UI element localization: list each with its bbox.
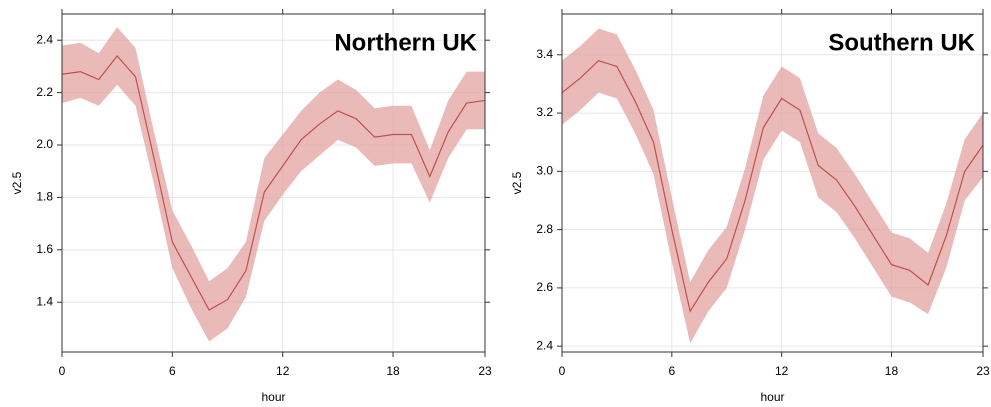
- y-tick-label: 3.0: [536, 164, 553, 178]
- x-tick-label: 12: [775, 364, 789, 378]
- x-tick-label: 0: [59, 364, 66, 378]
- chart-title: Southern UK: [828, 29, 975, 56]
- chart-title: Northern UK: [334, 29, 477, 56]
- x-tick-label: 23: [478, 364, 492, 378]
- x-axis-label: hour: [760, 390, 784, 404]
- plot-frame: [61, 13, 486, 353]
- y-tick-label: 2.0: [36, 137, 53, 151]
- x-tick-label: 12: [276, 364, 290, 378]
- y-axis-label: v2.5: [510, 171, 524, 194]
- confidence-band: [562, 28, 983, 344]
- x-tick-label: 6: [668, 364, 675, 378]
- confidence-band: [62, 27, 485, 342]
- x-axis-label: hour: [261, 390, 285, 404]
- y-tick-label: 1.8: [36, 190, 53, 204]
- y-tick-label: 2.2: [36, 85, 53, 99]
- mean-line: [61, 54, 486, 311]
- y-axis-label: v2.5: [10, 171, 24, 194]
- y-tick-label: 2.6: [536, 280, 553, 294]
- y-tick-label: 2.8: [536, 222, 553, 236]
- x-tick-label: 23: [976, 364, 990, 378]
- y-tick-label: 3.2: [536, 105, 553, 119]
- y-tick-label: 2.4: [536, 338, 553, 352]
- y-tick-label: 3.4: [536, 47, 553, 61]
- mean-line: [561, 59, 984, 313]
- x-tick-label: 18: [885, 364, 899, 378]
- x-tick-label: 0: [559, 364, 566, 378]
- y-tick-label: 2.4: [36, 32, 53, 46]
- plot-frame: [561, 13, 984, 353]
- y-tick-label: 1.4: [36, 294, 53, 308]
- x-tick-label: 18: [386, 364, 400, 378]
- x-tick-label: 6: [169, 364, 176, 378]
- y-tick-label: 1.6: [36, 242, 53, 256]
